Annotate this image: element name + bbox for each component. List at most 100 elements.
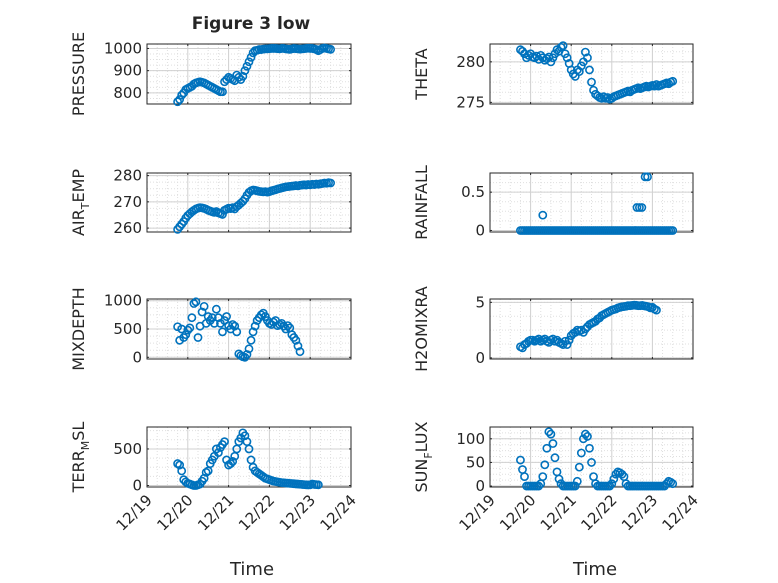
y-tick-label: 0 <box>475 477 485 495</box>
y-axis-label: MIXDEPTH <box>69 287 88 370</box>
data-point <box>222 312 231 321</box>
y-axis-label: THETA <box>412 48 431 100</box>
data-point <box>546 429 556 439</box>
x-tick-label: 12/19 <box>456 491 499 534</box>
data-point <box>199 301 209 311</box>
axes-frame <box>146 172 352 233</box>
data-point <box>540 460 550 470</box>
data-point <box>668 479 678 489</box>
axes-frame <box>146 426 352 488</box>
data-point <box>544 427 554 437</box>
y-tick-label: 100 <box>456 430 485 448</box>
data-point <box>240 66 250 76</box>
data-point <box>542 443 552 453</box>
data-point <box>291 335 301 345</box>
data-point <box>177 324 187 334</box>
data-point <box>562 340 572 349</box>
data-point <box>220 437 229 447</box>
x-tick-label: 12/19 <box>113 491 156 534</box>
data-point <box>226 459 236 468</box>
data-point <box>326 44 335 54</box>
data-point <box>548 439 558 448</box>
y-tick-label: 1000 <box>104 39 142 57</box>
data-point <box>201 467 211 477</box>
data-point <box>516 455 525 465</box>
data-point <box>293 341 303 351</box>
y-tick-label: 5 <box>475 293 485 311</box>
data-point <box>228 456 238 466</box>
y-tick-label: 0.5 <box>461 183 485 201</box>
y-tick-label: 800 <box>113 84 142 102</box>
y-axis-label: PRESSURE <box>69 32 88 116</box>
panel-theta: 275 280 THETA <box>412 41 694 111</box>
y-axis-label: AIRTEMP <box>69 169 92 236</box>
axes-frame <box>489 43 694 105</box>
data-point <box>597 93 607 103</box>
plot-area <box>490 173 693 232</box>
y-tick-label: 270 <box>113 193 142 211</box>
data-point <box>183 325 193 335</box>
x-axis-label-right: Time <box>572 559 617 580</box>
panel-terr_msl: 0 500 TERRMSL 12/1912/2012/2112/2212/2312/2… <box>69 422 360 535</box>
y-axis-label: SUNFLUX <box>412 421 435 492</box>
data-point <box>193 333 203 342</box>
data-point <box>650 81 659 91</box>
data-point <box>558 41 568 51</box>
data-point <box>238 71 248 81</box>
data-point <box>572 476 582 486</box>
axes-frame <box>489 426 694 488</box>
data-point <box>668 226 678 235</box>
data-point <box>583 432 592 441</box>
data-point <box>326 178 335 188</box>
data-point <box>246 335 256 345</box>
axes-frame <box>489 298 694 360</box>
data-point <box>234 72 244 82</box>
data-point <box>587 77 596 87</box>
data-point <box>574 462 584 472</box>
x-tick-label: 12/21 <box>194 491 237 534</box>
figure-title: Figure 3 low <box>192 14 311 34</box>
data-point <box>534 481 544 491</box>
y-axis-label: H2OMIXRA <box>412 286 431 372</box>
data-point <box>652 80 661 89</box>
data-point <box>570 481 580 491</box>
data-point <box>218 87 227 97</box>
data-point <box>538 53 548 63</box>
data-point <box>556 42 566 52</box>
data-point <box>250 321 260 331</box>
data-point <box>637 203 647 212</box>
data-point <box>242 350 252 359</box>
data-point <box>177 90 187 100</box>
data-point <box>191 297 201 307</box>
data-point <box>295 347 305 357</box>
y-tick-label: 0 <box>132 348 142 366</box>
data-point <box>534 334 544 344</box>
data-point <box>550 453 560 463</box>
data-point <box>177 466 187 476</box>
y-tick-label: 280 <box>456 53 485 71</box>
y-tick-label: 500 <box>113 320 142 338</box>
data-point <box>228 320 238 329</box>
data-point <box>232 327 242 337</box>
data-point <box>668 76 678 86</box>
y-tick-label: 260 <box>113 219 142 237</box>
y-tick-label: 500 <box>113 440 142 458</box>
data-point <box>230 321 240 331</box>
y-axis-label: RAINFALL <box>412 165 431 240</box>
data-point <box>554 474 564 484</box>
y-tick-label: 0 <box>132 477 142 495</box>
data-point <box>244 344 254 354</box>
data-point <box>562 53 572 63</box>
x-tick-label: 12/23 <box>618 491 661 534</box>
panel-air_temp: 260 270 280 AIRTEMP <box>69 167 352 237</box>
x-tick-label: 12/22 <box>235 491 278 534</box>
data-point <box>585 65 594 75</box>
data-point <box>564 335 574 345</box>
data-point <box>607 479 617 489</box>
data-point <box>518 46 527 56</box>
data-point <box>222 75 231 84</box>
data-point <box>538 472 548 482</box>
data-point <box>213 448 223 458</box>
